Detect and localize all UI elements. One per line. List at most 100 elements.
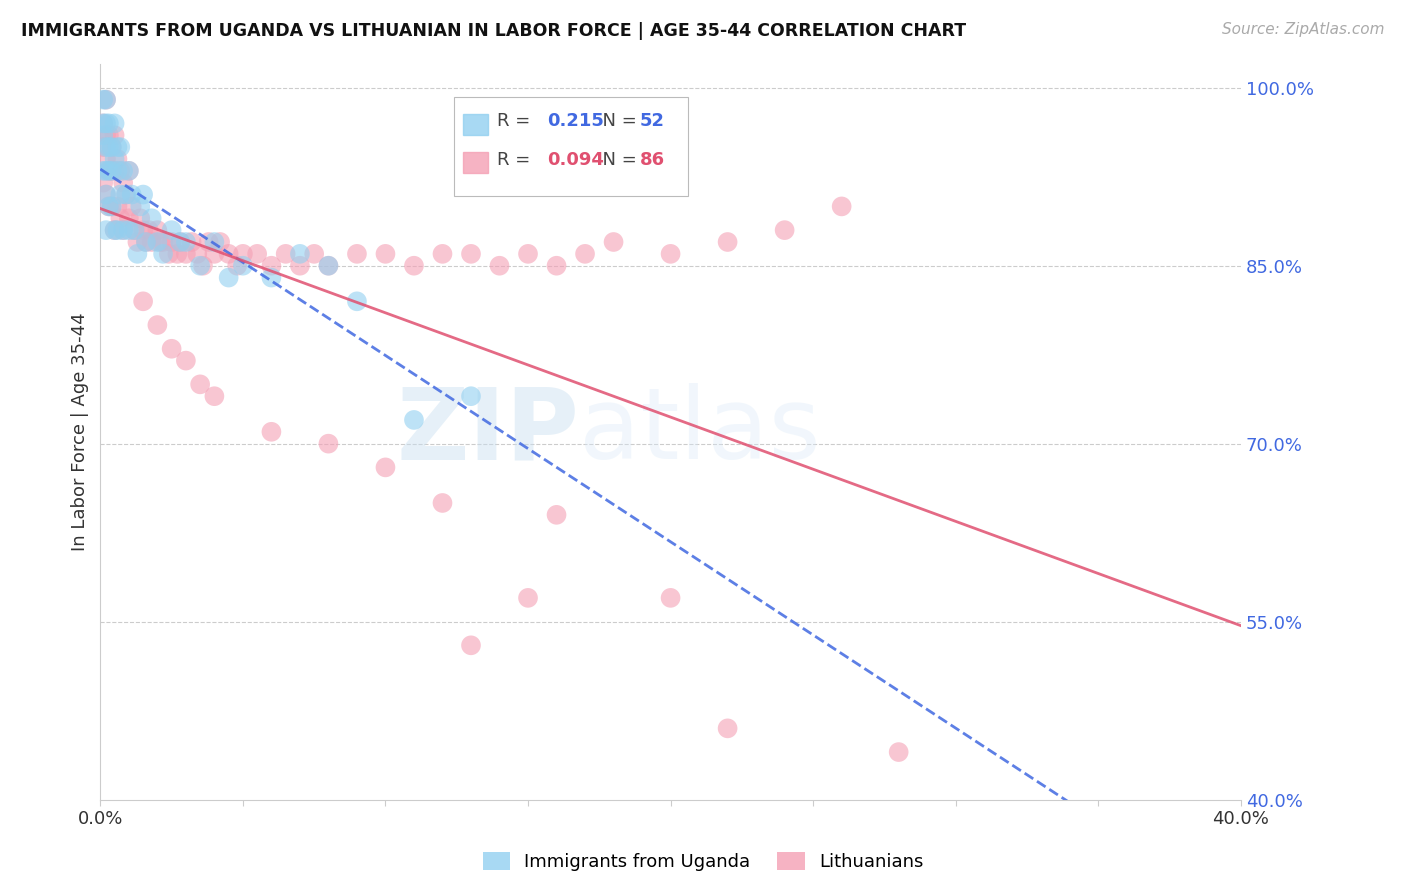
Point [202, 247, 225, 261]
Point [659, 247, 682, 261]
Point [197, 235, 219, 249]
Text: atlas: atlas [579, 384, 821, 480]
Point [112, 223, 135, 237]
Point [318, 436, 340, 450]
Point [118, 164, 141, 178]
Point [94, 128, 117, 143]
Point [460, 247, 482, 261]
Point [260, 425, 283, 439]
Point [831, 199, 853, 213]
Point [97, 164, 120, 178]
Point [160, 235, 183, 249]
Point [129, 199, 152, 213]
Point [146, 223, 169, 237]
Point [124, 223, 146, 237]
Point [135, 235, 157, 249]
Point [169, 235, 191, 249]
Point [100, 164, 122, 178]
Point [115, 187, 138, 202]
Point [160, 342, 183, 356]
Point [546, 508, 568, 522]
Point [346, 294, 368, 309]
Point [110, 164, 132, 178]
Point [104, 223, 127, 237]
Point [94, 164, 117, 178]
Point [107, 164, 129, 178]
Point [546, 259, 568, 273]
Point [218, 270, 240, 285]
Point [602, 235, 624, 249]
Text: 52: 52 [640, 112, 665, 130]
Point [94, 223, 117, 237]
Point [146, 235, 169, 249]
Point [374, 460, 396, 475]
Point [659, 591, 682, 605]
Point [141, 211, 163, 226]
Text: R =: R = [498, 151, 536, 169]
Point [432, 496, 454, 510]
Point [91, 176, 114, 190]
Point [112, 176, 135, 190]
Point [188, 259, 211, 273]
Point [274, 247, 297, 261]
Point [517, 247, 540, 261]
Point [887, 745, 910, 759]
Point [91, 116, 114, 130]
Point [107, 223, 129, 237]
Point [141, 235, 163, 249]
Point [110, 211, 132, 226]
Point [180, 235, 202, 249]
Point [402, 413, 425, 427]
Point [97, 116, 120, 130]
Point [104, 152, 127, 166]
Y-axis label: In Labor Force | Age 35-44: In Labor Force | Age 35-44 [72, 312, 89, 551]
Point [115, 187, 138, 202]
Text: 86: 86 [640, 151, 665, 169]
Point [302, 247, 325, 261]
Point [100, 199, 122, 213]
Point [121, 199, 143, 213]
Point [226, 259, 249, 273]
Text: N =: N = [591, 112, 643, 130]
Point [188, 377, 211, 392]
Point [121, 187, 143, 202]
Point [246, 247, 269, 261]
Point [191, 259, 214, 273]
Point [127, 235, 149, 249]
Point [129, 211, 152, 226]
Point [209, 235, 232, 249]
Point [110, 140, 132, 154]
Point [149, 235, 172, 249]
Point [100, 199, 122, 213]
Point [124, 223, 146, 237]
Point [118, 223, 141, 237]
Point [97, 199, 120, 213]
Point [97, 140, 120, 154]
Text: 0.215: 0.215 [547, 112, 605, 130]
Point [104, 128, 127, 143]
Point [138, 223, 160, 237]
Point [107, 199, 129, 213]
Point [232, 259, 254, 273]
Text: 0.094: 0.094 [547, 151, 605, 169]
Text: N =: N = [591, 151, 643, 169]
Point [157, 247, 180, 261]
Point [94, 152, 117, 166]
Point [186, 247, 208, 261]
Point [127, 247, 149, 261]
Point [94, 93, 117, 107]
Point [152, 235, 174, 249]
Point [218, 247, 240, 261]
Point [104, 116, 127, 130]
Point [174, 235, 197, 249]
Point [132, 187, 155, 202]
Point [166, 247, 188, 261]
Point [132, 223, 155, 237]
Point [174, 247, 197, 261]
Point [94, 140, 117, 154]
FancyBboxPatch shape [454, 97, 688, 196]
Point [97, 164, 120, 178]
Text: ZIP: ZIP [396, 384, 579, 480]
Point [146, 318, 169, 332]
Point [460, 638, 482, 652]
